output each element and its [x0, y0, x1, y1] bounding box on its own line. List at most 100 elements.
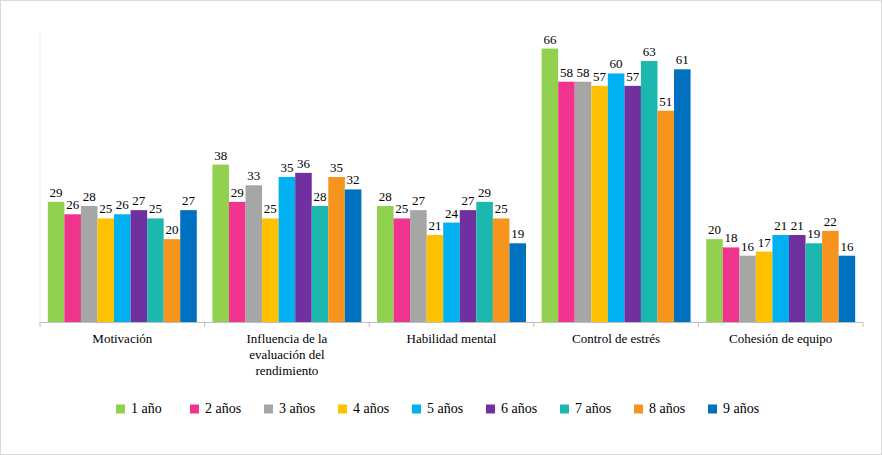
legend-label: 2 años [205, 401, 241, 416]
bar [114, 214, 131, 322]
bar [164, 239, 181, 322]
bar [64, 214, 81, 322]
legend-swatch [708, 405, 717, 414]
data-label: 28 [379, 189, 392, 204]
bar [657, 111, 674, 322]
bar [674, 69, 691, 322]
bar [262, 218, 279, 322]
x-tick [40, 322, 41, 327]
data-label: 61 [676, 52, 689, 67]
data-label: 16 [741, 239, 755, 254]
bars [48, 49, 855, 322]
legend-swatch [264, 405, 273, 414]
data-label: 28 [314, 189, 327, 204]
bar [279, 177, 296, 322]
category-label: Control de estrés [546, 331, 686, 347]
legend-label: 8 años [649, 401, 685, 416]
data-label: 29 [231, 185, 244, 200]
legend-label: 7 años [575, 401, 611, 416]
data-label: 66 [543, 32, 557, 47]
bar [558, 82, 575, 322]
bar [756, 252, 773, 322]
data-label: 21 [428, 218, 441, 233]
data-label: 60 [610, 56, 623, 71]
x-axis-line [40, 322, 863, 323]
category-label: Cohesión de equipo [711, 331, 851, 347]
x-tick [698, 322, 699, 327]
data-label: 38 [214, 148, 227, 163]
bar [575, 82, 592, 322]
data-label: 25 [149, 201, 162, 216]
bar [345, 189, 362, 322]
data-label: 25 [99, 201, 112, 216]
bar [328, 177, 345, 322]
data-label: 17 [758, 235, 772, 250]
bar [212, 165, 229, 322]
bar [608, 73, 625, 322]
legend-swatch [560, 405, 569, 414]
data-label: 32 [347, 172, 360, 187]
bar [131, 210, 148, 322]
bar [97, 218, 114, 322]
data-label: 27 [412, 193, 426, 208]
legend-swatch [412, 405, 421, 414]
y-axis-line [40, 32, 41, 322]
bar [48, 202, 65, 322]
legend-swatch [190, 405, 199, 414]
x-tick [369, 322, 370, 327]
bar [460, 210, 477, 322]
x-tick [204, 322, 205, 327]
data-label: 22 [824, 214, 837, 229]
data-label: 21 [774, 218, 787, 233]
data-label: 35 [330, 160, 343, 175]
category-label: Influencia de la evaluación del rendimie… [217, 331, 357, 379]
legend-label: 3 años [279, 401, 315, 416]
chart-svg: 2938286620262925581828332758162525215717… [0, 0, 882, 455]
data-label: 33 [247, 168, 260, 183]
data-label: 18 [725, 230, 738, 245]
data-label: 29 [50, 185, 63, 200]
bar [476, 202, 493, 322]
data-label: 20 [708, 222, 721, 237]
data-label: 25 [495, 201, 508, 216]
legend: 1 año2 años3 años4 años5 años6 años7 año… [116, 401, 759, 416]
bar [839, 256, 856, 322]
bar [377, 206, 394, 322]
legend-label: 9 años [723, 401, 759, 416]
data-label: 24 [445, 206, 459, 221]
bar [706, 239, 723, 322]
data-label: 26 [66, 197, 80, 212]
data-label: 58 [577, 65, 590, 80]
bar [624, 86, 641, 322]
data-label: 16 [840, 239, 854, 254]
legend-label: 1 año [131, 401, 162, 416]
legend-label: 6 años [501, 401, 537, 416]
bar [542, 49, 559, 322]
bar [822, 231, 839, 322]
data-label: 51 [659, 94, 672, 109]
data-label: 35 [280, 160, 293, 175]
bar [246, 185, 263, 322]
data-label: 36 [297, 156, 311, 171]
legend-label: 5 años [427, 401, 463, 416]
bar [591, 86, 608, 322]
bar [427, 235, 444, 322]
legend-swatch [486, 405, 495, 414]
bar [509, 243, 526, 322]
bar [789, 235, 806, 322]
bar [394, 218, 411, 322]
data-label: 27 [462, 193, 476, 208]
legend-swatch [338, 405, 347, 414]
data-label: 25 [395, 201, 408, 216]
data-label: 19 [511, 226, 524, 241]
data-label: 63 [643, 44, 656, 59]
data-label: 21 [791, 218, 804, 233]
bar [229, 202, 246, 322]
data-label: 28 [83, 189, 96, 204]
x-tick [533, 322, 534, 327]
bar [739, 256, 756, 322]
bar [493, 218, 510, 322]
legend-swatch [634, 405, 643, 414]
chart: 2938286620262925581828332758162525215717… [0, 0, 882, 455]
bar [641, 61, 658, 322]
